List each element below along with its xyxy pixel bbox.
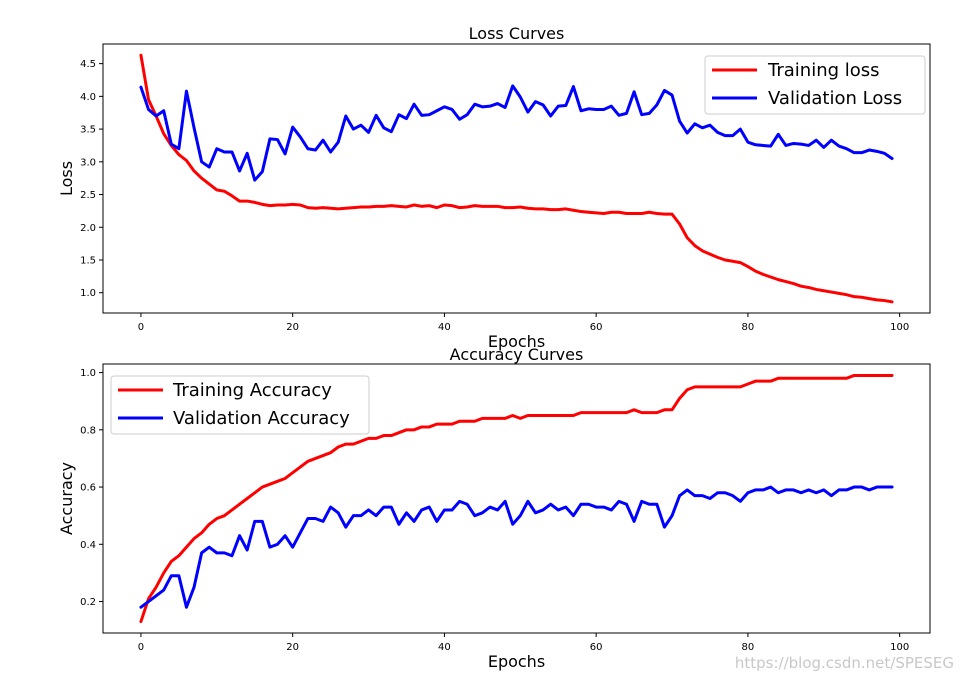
y-tick-label: 4.5 bbox=[80, 59, 96, 70]
y-tick-label: 3.5 bbox=[80, 125, 96, 136]
chart-title: Accuracy Curves bbox=[450, 345, 584, 364]
y-tick-label: 2.5 bbox=[80, 190, 96, 201]
x-tick-label: 80 bbox=[742, 322, 755, 333]
y-axis-label: Accuracy bbox=[57, 462, 76, 535]
y-tick-label: 1.5 bbox=[80, 255, 96, 266]
watermark-text: https://blog.csdn.net/SPESEG bbox=[735, 654, 954, 672]
x-tick-label: 60 bbox=[590, 642, 603, 653]
legend-box bbox=[704, 55, 926, 115]
y-tick-label: 4.0 bbox=[80, 92, 96, 103]
x-tick-label: 0 bbox=[138, 322, 144, 333]
y-tick-label: 0.6 bbox=[80, 483, 96, 494]
y-tick-label: 2.0 bbox=[80, 223, 96, 234]
series-line-training-loss bbox=[139, 53, 894, 304]
legend-label: Validation Accuracy bbox=[173, 408, 350, 429]
y-tick-label: 1.0 bbox=[80, 368, 96, 379]
y-tick-label: 0.2 bbox=[80, 597, 96, 608]
legend-label: Training loss bbox=[767, 60, 880, 81]
x-tick-label: 20 bbox=[286, 322, 299, 333]
y-tick-label: 3.0 bbox=[80, 157, 96, 168]
chart-title: Loss Curves bbox=[469, 24, 565, 43]
legend: Training loss Validation Loss bbox=[704, 55, 926, 115]
x-tick-label: 20 bbox=[286, 642, 299, 653]
legend-label: Validation Loss bbox=[768, 88, 902, 109]
x-tick-label: 80 bbox=[742, 642, 755, 653]
y-axis-label: Loss bbox=[57, 161, 76, 196]
series-line-training-accuracy bbox=[139, 373, 894, 624]
y-tick-label: 1.0 bbox=[80, 288, 96, 299]
y-tick-label: 0.4 bbox=[80, 540, 96, 551]
x-tick-label: 60 bbox=[590, 322, 603, 333]
chart-loss: 0 20 40 60 80 100 1.0 1.5 2.0 2.5 3.0 3.5 4.0 4.5 Loss… bbox=[57, 24, 931, 351]
legend-box bbox=[110, 375, 370, 435]
x-tick-label: 100 bbox=[890, 642, 909, 653]
series-line-validation-accuracy bbox=[139, 485, 894, 609]
x-tick-label: 40 bbox=[438, 642, 451, 653]
legend: Training Accuracy Validation Accuracy bbox=[110, 375, 370, 435]
axes-frame bbox=[102, 43, 931, 314]
y-tick-label: 0.8 bbox=[80, 425, 96, 436]
axes-frame bbox=[102, 363, 931, 634]
x-axis-label: Epochs bbox=[488, 332, 545, 351]
x-tick-label: 100 bbox=[890, 322, 909, 333]
x-tick-label: 40 bbox=[438, 322, 451, 333]
legend-label: Training Accuracy bbox=[172, 380, 332, 401]
x-tick-label: 0 bbox=[138, 642, 144, 653]
series-line-validation-loss bbox=[139, 84, 894, 182]
chart-accuracy: 0 20 40 60 80 100 0.2 0.4 0.6 0.8 1.0 Accuracy Curv… bbox=[57, 345, 931, 671]
x-axis-label: Epochs bbox=[488, 652, 545, 671]
